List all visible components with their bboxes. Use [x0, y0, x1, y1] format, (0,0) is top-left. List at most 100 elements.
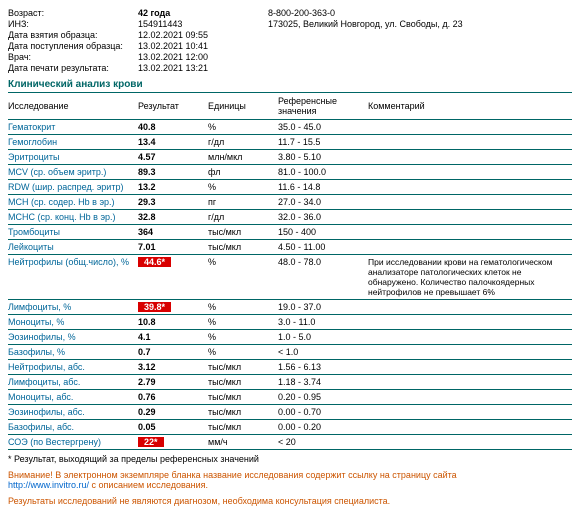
cell-test: Базофилы, %	[8, 345, 138, 360]
cell-units: тыс/мкл	[208, 390, 278, 405]
cell-ref: 0.00 - 0.70	[278, 405, 368, 420]
section-title: Клинический анализ крови	[8, 79, 572, 93]
warning-link[interactable]: http://www.invitro.ru/	[8, 480, 89, 490]
cell-test: Нейтрофилы, абс.	[8, 360, 138, 375]
cell-test: Лимфоциты, абс.	[8, 375, 138, 390]
cell-comment	[368, 165, 572, 180]
cell-units: фл	[208, 165, 278, 180]
cell-comment	[368, 150, 572, 165]
phone: 8-800-200-363-0	[268, 8, 572, 18]
cell-units: мм/ч	[208, 435, 278, 450]
patient-header: Возраст: 42 года 8-800-200-363-0 ИНЗ: 15…	[8, 8, 572, 73]
cell-test: Эритроциты	[8, 150, 138, 165]
cell-result: 4.1	[138, 330, 208, 345]
cell-units: г/дл	[208, 210, 278, 225]
col-comment: Комментарий	[368, 93, 572, 120]
cell-ref: < 20	[278, 435, 368, 450]
cell-units: %	[208, 120, 278, 135]
cell-result: 3.12	[138, 360, 208, 375]
cell-test: Гемоглобин	[8, 135, 138, 150]
sample-date-value: 12.02.2021 09:55	[138, 30, 268, 40]
cell-test: СОЭ (по Вестергрену)	[8, 435, 138, 450]
cell-test: Эозинофилы, абс.	[8, 405, 138, 420]
cell-units: %	[208, 180, 278, 195]
cell-result: 10.8	[138, 315, 208, 330]
cell-result: 40.8	[138, 120, 208, 135]
inz-label: ИНЗ:	[8, 19, 138, 29]
cell-ref: 11.6 - 14.8	[278, 180, 368, 195]
disclaimer: Результаты исследований не являются диаг…	[8, 496, 572, 506]
table-row: RDW (шир. распред. эритр)13.2%11.6 - 14.…	[8, 180, 572, 195]
sample-date-label: Дата взятия образца:	[8, 30, 138, 40]
table-row: Гематокрит40.8%35.0 - 45.0	[8, 120, 572, 135]
cell-ref: 1.18 - 3.74	[278, 375, 368, 390]
cell-ref: 1.0 - 5.0	[278, 330, 368, 345]
table-row: Лимфоциты, абс.2.79тыс/мкл1.18 - 3.74	[8, 375, 572, 390]
table-row: Лимфоциты, %39.8*%19.0 - 37.0	[8, 300, 572, 315]
cell-comment	[368, 315, 572, 330]
cell-result: 44.6*	[138, 255, 208, 300]
cell-result: 29.3	[138, 195, 208, 210]
cell-ref: 3.80 - 5.10	[278, 150, 368, 165]
cell-units: %	[208, 255, 278, 300]
cell-test: Нейтрофилы (общ.число), %	[8, 255, 138, 300]
cell-result: 0.29	[138, 405, 208, 420]
table-row: Тромбоциты364тыс/мкл150 - 400	[8, 225, 572, 240]
doctor-value: 13.02.2021 12:00	[138, 52, 268, 62]
cell-comment	[368, 135, 572, 150]
warning-text: В электронном экземпляре бланка название…	[53, 470, 457, 480]
cell-units: тыс/мкл	[208, 420, 278, 435]
cell-ref: 150 - 400	[278, 225, 368, 240]
cell-comment	[368, 240, 572, 255]
cell-comment	[368, 225, 572, 240]
cell-ref: 32.0 - 36.0	[278, 210, 368, 225]
cell-units: %	[208, 345, 278, 360]
age-value: 42 года	[138, 8, 268, 18]
cell-result: 13.2	[138, 180, 208, 195]
cell-ref: 35.0 - 45.0	[278, 120, 368, 135]
cell-result: 7.01	[138, 240, 208, 255]
cell-test: Моноциты, абс.	[8, 390, 138, 405]
cell-test: Тромбоциты	[8, 225, 138, 240]
cell-comment	[368, 435, 572, 450]
col-result: Результат	[138, 93, 208, 120]
cell-comment: При исследовании крови на гематологическ…	[368, 255, 572, 300]
cell-test: MCV (ср. объем эритр.)	[8, 165, 138, 180]
inz-value: 154911443	[138, 19, 268, 29]
cell-comment	[368, 420, 572, 435]
cell-units: тыс/мкл	[208, 360, 278, 375]
table-row: Моноциты, абс.0.76тыс/мкл0.20 - 0.95	[8, 390, 572, 405]
table-row: Базофилы, %0.7%< 1.0	[8, 345, 572, 360]
print-date-label: Дата печати результата:	[8, 63, 138, 73]
cell-ref: 4.50 - 11.00	[278, 240, 368, 255]
cell-test: Моноциты, %	[8, 315, 138, 330]
cell-test: RDW (шир. распред. эритр)	[8, 180, 138, 195]
cell-units: г/дл	[208, 135, 278, 150]
cell-comment	[368, 195, 572, 210]
cell-result: 4.57	[138, 150, 208, 165]
cell-ref: 3.0 - 11.0	[278, 315, 368, 330]
cell-units: %	[208, 330, 278, 345]
table-row: MCHC (ср. конц. Hb в эр.)32.8г/дл32.0 - …	[8, 210, 572, 225]
cell-test: Лейкоциты	[8, 240, 138, 255]
table-row: Гемоглобин13.4г/дл11.7 - 15.5	[8, 135, 572, 150]
cell-units: тыс/мкл	[208, 375, 278, 390]
table-row: Эритроциты4.57млн/мкл3.80 - 5.10	[8, 150, 572, 165]
cell-result: 364	[138, 225, 208, 240]
cell-units: тыс/мкл	[208, 405, 278, 420]
cell-comment	[368, 180, 572, 195]
cell-test: MCH (ср. содер. Hb в эр.)	[8, 195, 138, 210]
col-test: Исследование	[8, 93, 138, 120]
cell-comment	[368, 375, 572, 390]
table-row: Эозинофилы, абс.0.29тыс/мкл0.00 - 0.70	[8, 405, 572, 420]
col-ref: Референсные значения	[278, 93, 368, 120]
cell-comment	[368, 405, 572, 420]
address: 173025, Великий Новгород, ул. Свободы, д…	[268, 19, 572, 29]
table-row: Эозинофилы, %4.1%1.0 - 5.0	[8, 330, 572, 345]
table-row: MCV (ср. объем эритр.)89.3фл81.0 - 100.0	[8, 165, 572, 180]
cell-comment	[368, 120, 572, 135]
age-label: Возраст:	[8, 8, 138, 18]
cell-units: пг	[208, 195, 278, 210]
table-row: Нейтрофилы, абс.3.12тыс/мкл1.56 - 6.13	[8, 360, 572, 375]
cell-comment	[368, 390, 572, 405]
